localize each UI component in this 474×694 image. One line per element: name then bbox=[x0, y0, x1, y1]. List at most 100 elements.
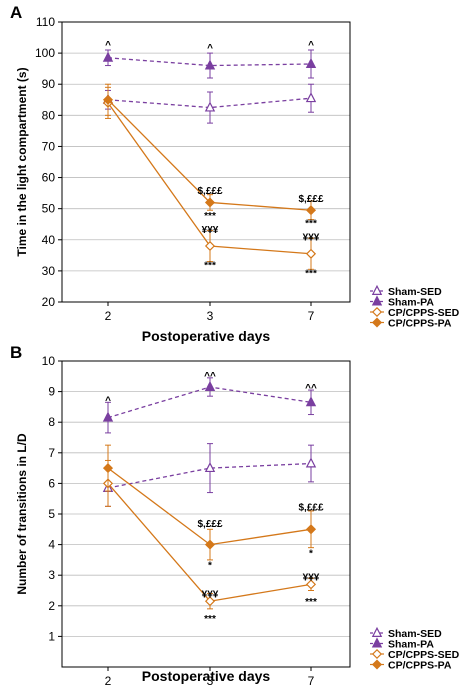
panel-b-legend-cp-cpps-pa-label: CP/CPPS-PA bbox=[388, 660, 452, 672]
panel-a-xtick-label: 7 bbox=[308, 309, 315, 323]
panel-a-annotation: ^ bbox=[207, 43, 213, 54]
panel-b-annotation: * bbox=[309, 548, 313, 559]
panel-b-xtick-label: 3 bbox=[207, 674, 214, 688]
panel-a-ytick-label: 80 bbox=[42, 108, 56, 122]
panel-b-ytick-label: 7 bbox=[48, 446, 55, 460]
panel-b-letter: B bbox=[10, 343, 22, 362]
panel-a-series-sham-sed-point bbox=[305, 92, 317, 103]
panel-a-series-cp-cpps-pa-point bbox=[305, 205, 317, 216]
panel-b-ytick-label: 4 bbox=[48, 538, 55, 552]
panel-a-series-cp-cpps-pa-point bbox=[204, 197, 216, 208]
panel-b-legend-sham-pa-label: Sham-PA bbox=[388, 639, 434, 651]
panel-a-series-cp-cpps-sed-point bbox=[305, 248, 317, 259]
panel-a-legend-cp-cpps-pa-label: CP/CPPS-PA bbox=[388, 318, 452, 330]
panel-b-ytick-label: 2 bbox=[48, 599, 55, 613]
panel-a-xtick-label: 3 bbox=[207, 309, 214, 323]
panel-a-ytick-label: 30 bbox=[42, 264, 56, 278]
panel-a-xtick-label: 2 bbox=[105, 309, 112, 323]
panel-b-series-cp-cpps-pa bbox=[102, 444, 317, 561]
panel-b-ytick-label: 3 bbox=[48, 568, 55, 582]
panel-a-series-sham-sed-point bbox=[204, 101, 216, 112]
panel-b-annotation: ^ bbox=[105, 395, 111, 406]
panel-a-ytick-label: 60 bbox=[42, 171, 56, 185]
panel-a-letter: A bbox=[10, 3, 22, 22]
panel-a-series-sham-pa bbox=[102, 49, 317, 79]
panel-a-legend-sham-pa-swatch-marker bbox=[371, 295, 383, 306]
panel-a: A 20 30 40 50 60 70 80 90 100 110 2 3 7 Postoperative … bbox=[10, 3, 460, 344]
panel-b-annotation: ¥¥¥ bbox=[202, 590, 219, 601]
panel-a-series-sham-pa-point bbox=[204, 59, 216, 70]
panel-b-xtick-label: 2 bbox=[105, 674, 112, 688]
panel-b-annotation: ^^ bbox=[204, 371, 216, 382]
panel-a-ytick-label: 90 bbox=[42, 77, 56, 91]
panel-a-series-sham-pa-point bbox=[102, 51, 114, 62]
panel-a-annotation: ¥¥¥ bbox=[303, 233, 320, 244]
panel-a-annotation: *** bbox=[305, 219, 317, 230]
panel-b-annotation: ¥¥¥ bbox=[303, 573, 320, 584]
panel-a-legend-sham-sed-label: Sham-SED bbox=[388, 286, 442, 298]
panel-a-ytick-label: 70 bbox=[42, 139, 56, 153]
panel-b-annotation: ^^ bbox=[305, 383, 317, 394]
panel-b-annotation: $,£££ bbox=[298, 502, 323, 513]
panel-b-series-cp-cpps-pa-point bbox=[305, 524, 317, 535]
panel-b-series-sham-pa bbox=[102, 377, 317, 434]
panel-b-series-sham-sed-point bbox=[204, 461, 216, 473]
panel-a-series-sham-pa-line bbox=[107, 57, 312, 67]
panel-a-annotation: ^ bbox=[105, 40, 111, 51]
panel-b-series-cp-cpps-pa-point bbox=[204, 539, 216, 550]
panel-b-ytick-label: 5 bbox=[48, 507, 55, 521]
panel-a-annotation: $,£££ bbox=[197, 186, 222, 197]
panel-a-annotation: ¥¥¥ bbox=[202, 225, 219, 236]
panel-a-annotation: *** bbox=[305, 268, 317, 279]
panel-a-ytick-label: 110 bbox=[36, 15, 55, 29]
panel-b-series-sham-pa-point bbox=[305, 396, 317, 407]
panel-b-ytick-label: 1 bbox=[48, 629, 55, 643]
panel-a-ytick-label: 50 bbox=[42, 202, 56, 216]
panel-a-series-cp-cpps-pa-point bbox=[102, 94, 114, 105]
panel-a-series-cp-cpps-sed-point bbox=[204, 240, 216, 252]
panel-b-legend-cp-cpps-sed-swatch-marker bbox=[371, 648, 383, 660]
panel-b-plot-border bbox=[61, 360, 351, 668]
panel-b-xtick-label: 7 bbox=[308, 674, 315, 688]
panel-b-legend-cp-cpps-pa-swatch-marker bbox=[371, 659, 383, 670]
panel-a-ytick-label: 100 bbox=[35, 46, 55, 60]
panel-b-ytick-label: 6 bbox=[48, 476, 55, 490]
panel-b-legend-sham-sed-swatch-marker bbox=[371, 626, 383, 637]
panel-a-series-sham-pa-point bbox=[305, 57, 317, 68]
panel-b-annotation: *** bbox=[305, 597, 317, 608]
panel-b-annotation: * bbox=[208, 560, 212, 571]
panel-b-ytick-label: 9 bbox=[48, 385, 55, 399]
panel-b-y-axis-title: Number of transitions in L/D bbox=[15, 433, 29, 595]
panel-a-series-sham-sed-line bbox=[107, 97, 312, 109]
panel-b-annotation: *** bbox=[204, 614, 216, 625]
panel-a-annotation: $,£££ bbox=[298, 194, 323, 205]
panel-a-ytick-label: 20 bbox=[42, 295, 56, 309]
panel-b-series-sham-sed-point bbox=[305, 457, 317, 468]
panel-b-series-sham-pa-point bbox=[204, 380, 216, 391]
panel-b-legend-sham-pa-swatch-marker bbox=[371, 637, 383, 648]
panel-b-series-sham-sed-line bbox=[107, 462, 312, 489]
panel-b-ytick-label: 8 bbox=[48, 415, 55, 429]
panel-b-ytick-label: 10 bbox=[42, 354, 56, 368]
panel-a-legend-cp-cpps-pa-swatch-marker bbox=[371, 317, 383, 328]
panel-b-series-cp-cpps-pa-point bbox=[102, 463, 114, 474]
panel-b-legend-sham-sed-label: Sham-SED bbox=[388, 628, 442, 640]
panel-a-plot-border bbox=[61, 21, 351, 303]
panel-b: B 1 2 3 4 5 6 7 8 9 10 2 3 7 Postoperative days Number … bbox=[10, 343, 460, 688]
panel-a-legend-cp-cpps-sed-swatch-marker bbox=[371, 306, 383, 318]
panel-a-x-axis-title: Postoperative days bbox=[142, 328, 271, 344]
panel-a-annotation: *** bbox=[204, 211, 216, 222]
panel-a-legend-cp-cpps-sed-label: CP/CPPS-SED bbox=[388, 307, 460, 319]
panel-a-legend-sham-pa-label: Sham-PA bbox=[388, 297, 434, 309]
panel-a-series-cp-cpps-pa bbox=[102, 83, 317, 221]
panel-a-ytick-label: 40 bbox=[42, 233, 56, 247]
panel-b-series-sham-pa-point bbox=[102, 411, 114, 422]
panel-a-legend-sham-sed-swatch-marker bbox=[371, 284, 383, 295]
panel-b-annotation: $,£££ bbox=[197, 519, 222, 530]
panel-a-y-axis-title: Time in the light compartment (s) bbox=[15, 67, 29, 256]
panel-a-annotation: *** bbox=[204, 261, 216, 272]
panel-b-x-axis-title: Postoperative days bbox=[142, 668, 271, 684]
panel-b-legend-cp-cpps-sed-label: CP/CPPS-SED bbox=[388, 649, 460, 661]
panel-b-series-cp-cpps-sed-point bbox=[305, 579, 317, 590]
